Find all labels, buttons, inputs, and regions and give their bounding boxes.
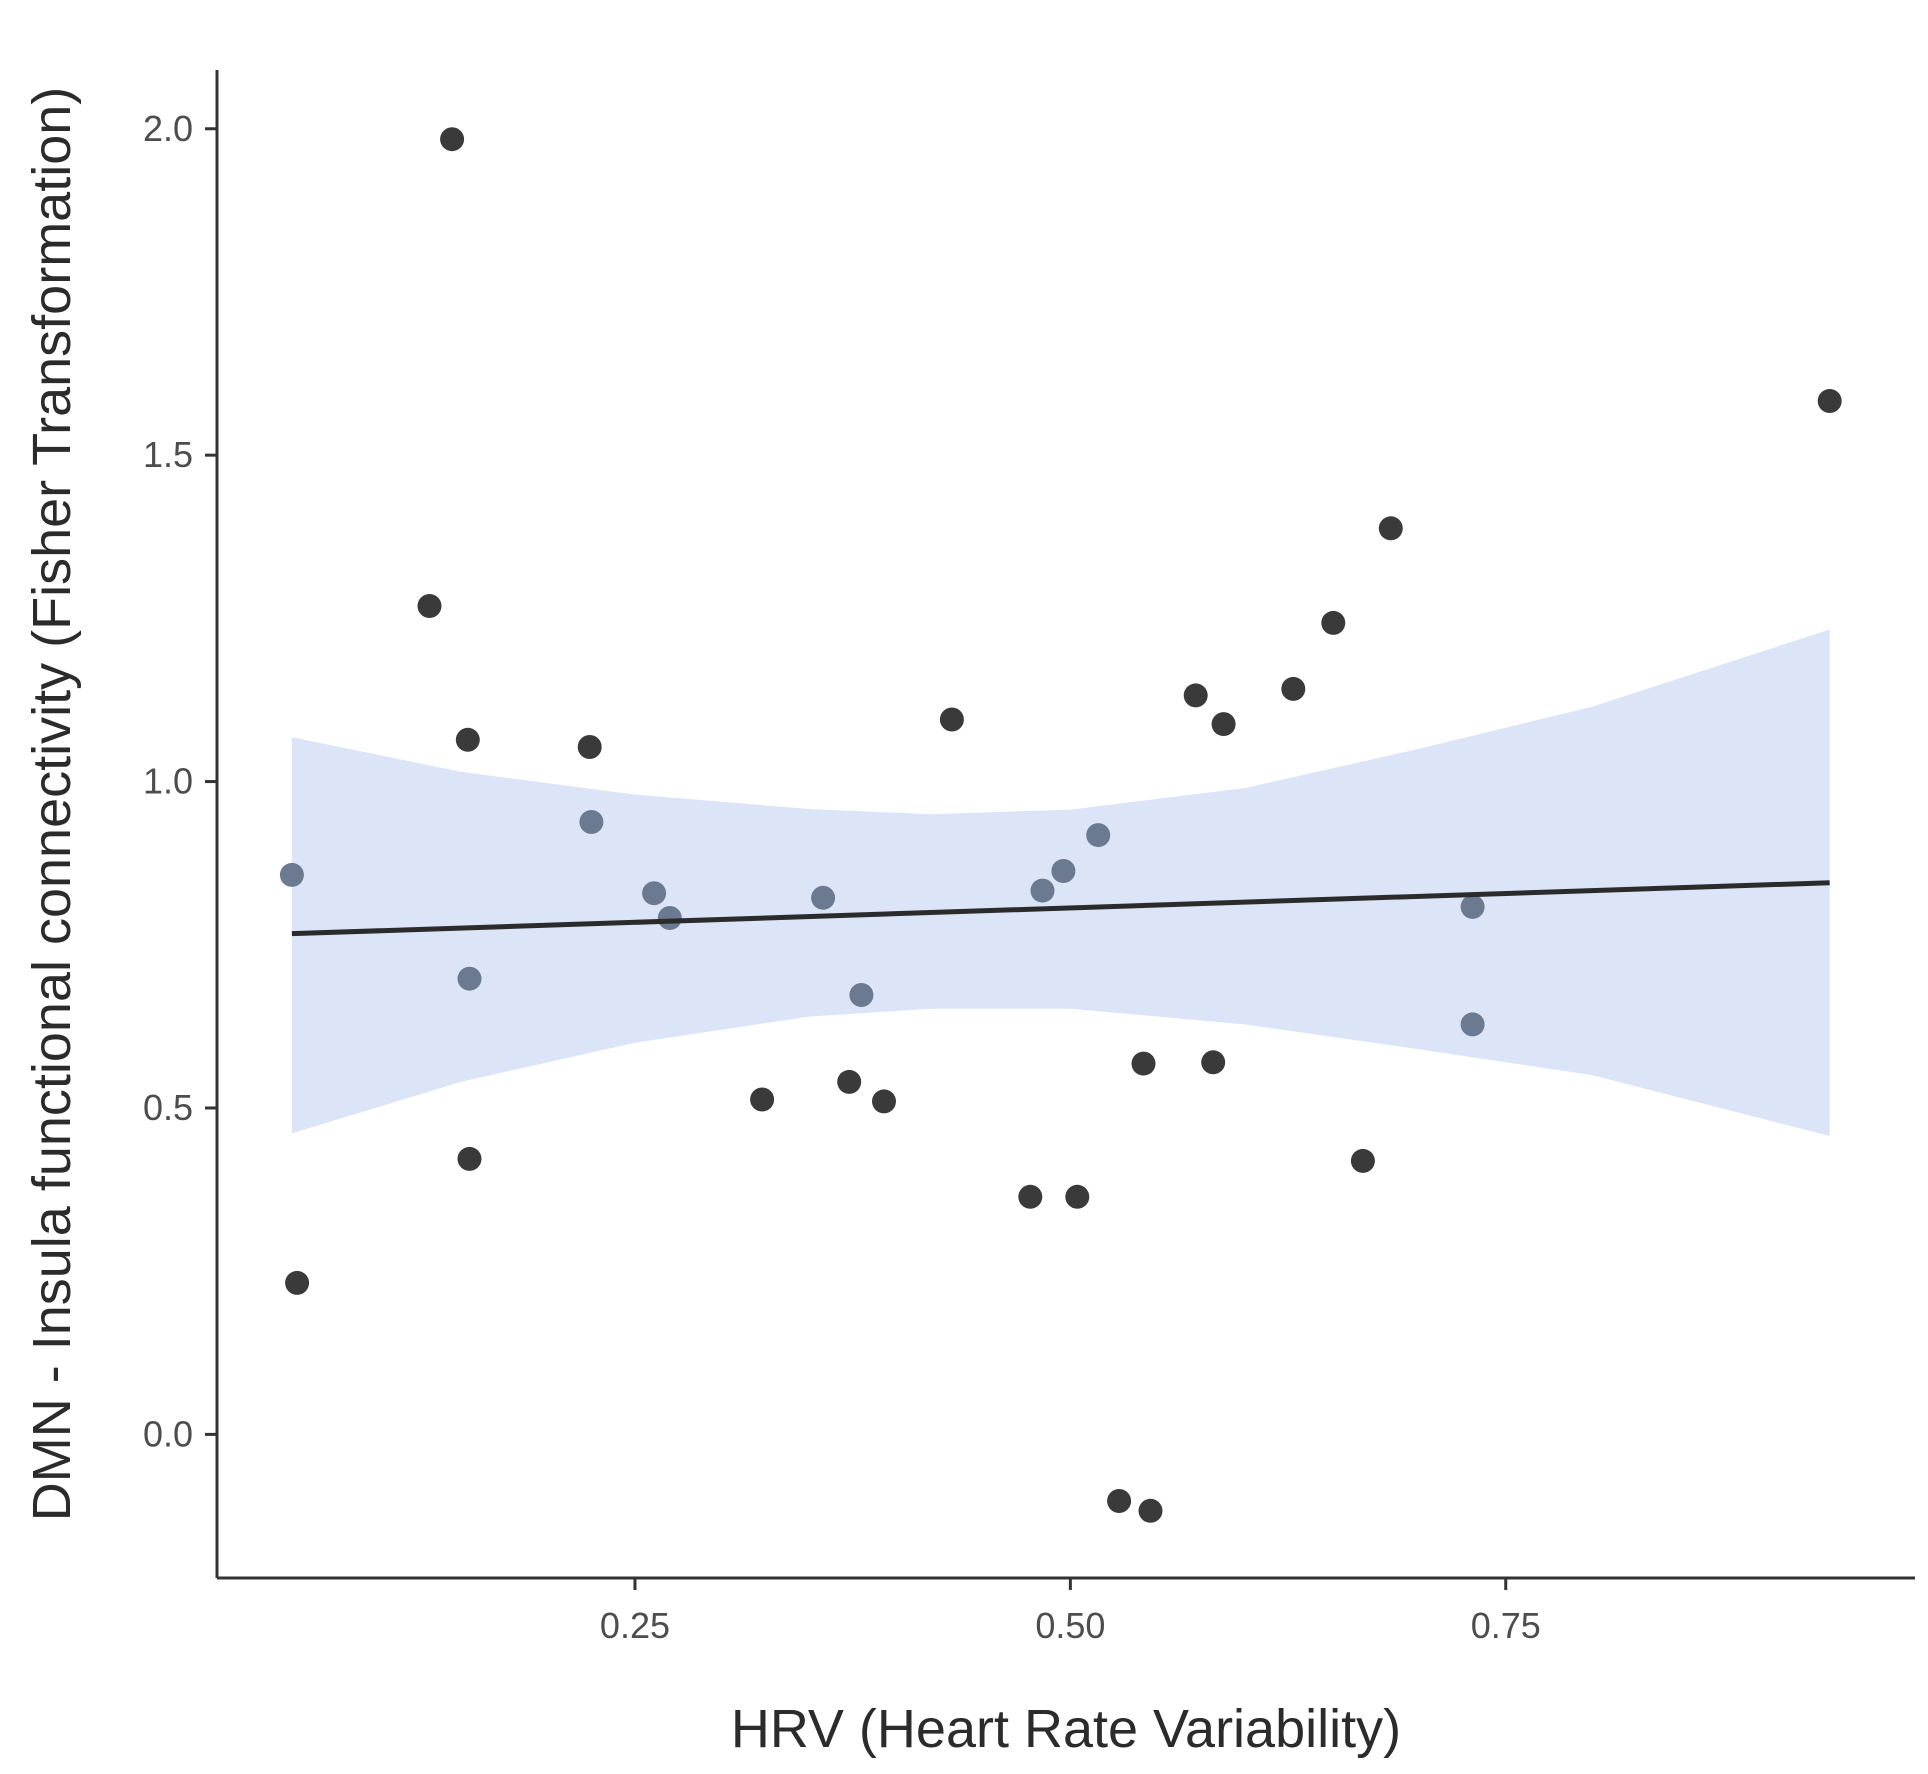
data-point-7 [457,1146,482,1171]
data-point-19 [1030,878,1055,903]
data-point-33 [1460,894,1485,919]
data-point-1 [279,862,304,887]
data-point-6 [457,966,482,991]
data-point-8 [577,735,602,759]
x-tick-label: 0.50 [1035,1605,1105,1646]
data-point-35 [1817,389,1842,413]
data-point-28 [1211,712,1236,737]
data-point-34 [1460,1012,1485,1037]
data-point-9 [579,810,604,834]
data-point-18 [1018,1184,1043,1209]
x-tick-label: 0.25 [600,1605,670,1646]
data-point-26 [1183,683,1208,708]
x-tick-label: 0.75 [1471,1605,1541,1646]
y-axis-ticks: 0.0 0.5 1.0 1.5 2.0 [143,108,217,1454]
data-point-23 [1107,1489,1132,1513]
data-points [279,127,1842,1523]
data-point-24 [1131,1051,1156,1076]
y-tick-label: 0.0 [143,1413,193,1454]
data-point-25 [1138,1498,1163,1523]
data-point-27 [1201,1050,1226,1075]
y-tick-label: 0.5 [143,1087,193,1128]
data-point-31 [1350,1148,1375,1173]
data-point-21 [1065,1184,1090,1209]
data-point-32 [1378,516,1403,541]
data-point-13 [811,885,836,910]
data-point-4 [440,127,465,152]
data-point-30 [1321,610,1346,635]
y-axis-title: DMN - Insula functional connectivity (Fi… [22,87,82,1522]
fit-line [291,880,1830,937]
data-point-3 [417,594,442,618]
data-point-12 [750,1087,775,1112]
data-point-10 [642,881,667,906]
data-point-15 [849,983,874,1007]
confidence-band [291,629,1830,1136]
data-point-2 [285,1270,310,1295]
y-tick-label: 2.0 [143,108,193,149]
y-tick-label: 1.0 [143,761,193,802]
data-point-11 [657,906,682,930]
data-point-20 [1051,859,1076,883]
data-point-29 [1281,676,1306,701]
data-point-14 [837,1069,862,1094]
data-point-16 [872,1089,896,1114]
x-axis-title: HRV (Heart Rate Variability) [731,1699,1401,1759]
data-point-5 [455,727,480,752]
x-axis-ticks: 0.25 0.50 0.75 [600,1578,1541,1646]
data-point-22 [1086,823,1111,848]
data-point-17 [939,707,964,732]
y-tick-label: 1.5 [143,434,193,475]
